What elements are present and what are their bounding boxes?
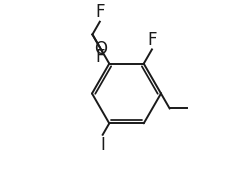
Text: I: I [100, 136, 105, 154]
Text: F: F [95, 48, 104, 66]
Text: F: F [95, 3, 104, 21]
Text: F: F [147, 31, 156, 49]
Text: O: O [94, 40, 107, 58]
